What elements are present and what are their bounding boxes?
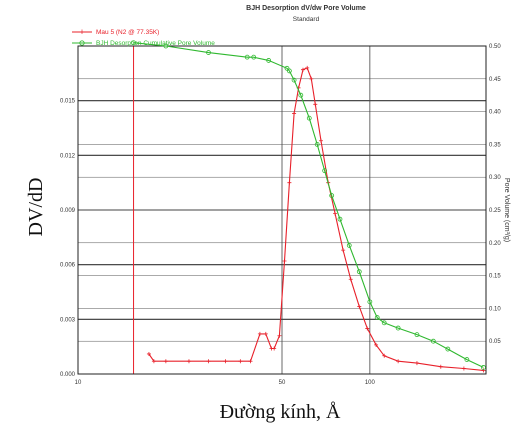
series-1-point xyxy=(337,216,343,222)
plot-frame xyxy=(77,45,487,375)
series-0-point xyxy=(305,65,310,70)
series-0-point xyxy=(365,326,370,331)
legend: + Mau 5 (N2 @ 77.35K) BJH Desorption Cum… xyxy=(72,27,215,47)
y-left-tick-label: 0.003 xyxy=(60,317,76,323)
y-left-tick-label: 0.015 xyxy=(60,99,76,105)
y-right-tick-label: 0.30 xyxy=(489,175,501,181)
series-0-point xyxy=(348,277,353,282)
series-0-point xyxy=(287,180,292,185)
series-1-point xyxy=(381,320,387,326)
series-1-point xyxy=(430,338,436,344)
series-0-point xyxy=(300,67,305,72)
series-0-point xyxy=(374,342,379,347)
y-left-tick-label: 0.012 xyxy=(60,153,76,159)
series-0-point xyxy=(146,351,151,356)
series-0-point xyxy=(277,333,282,338)
y-left-tick-label: 0.006 xyxy=(60,263,76,269)
series-1-point xyxy=(329,193,335,198)
series-0-point xyxy=(481,368,486,373)
series-line-0 xyxy=(148,67,484,371)
x-tick-label: 50 xyxy=(279,380,286,386)
series-0-point xyxy=(248,359,253,364)
series-1-point xyxy=(163,43,169,49)
series-1-point xyxy=(286,68,292,74)
series-1-point xyxy=(298,92,304,98)
series-1-point xyxy=(291,77,297,83)
series-1-point xyxy=(346,243,352,248)
series-1-point xyxy=(244,54,250,60)
series-0-point xyxy=(151,359,156,364)
series-0-point xyxy=(382,353,387,358)
series-0-point xyxy=(272,346,277,351)
series-0-point xyxy=(282,259,287,264)
series-1-point xyxy=(374,315,380,320)
series-0-point xyxy=(396,359,401,364)
series-0-point xyxy=(313,102,318,107)
series-1-point xyxy=(464,357,470,362)
y-left-tick-label: 0.000 xyxy=(60,372,76,378)
series-0-point xyxy=(318,138,323,143)
series-0-point xyxy=(357,304,362,309)
y-right-tick-label: 0.10 xyxy=(489,306,501,312)
y-right-tick-label: 0.35 xyxy=(489,142,501,148)
series-1-point xyxy=(445,346,451,352)
chart-subtitle: Standard xyxy=(293,16,320,23)
y-axis-left-label: DV/dD xyxy=(25,178,47,237)
series-0-point xyxy=(438,364,443,369)
series-0-point xyxy=(309,76,314,81)
series-layer xyxy=(131,40,486,373)
x-tick-label: 10 xyxy=(75,380,82,386)
legend-label-red: Mau 5 (N2 @ 77.35K) xyxy=(96,29,159,36)
series-0-point xyxy=(292,111,297,116)
legend-swatch-green-marker xyxy=(79,40,85,46)
series-1-point xyxy=(414,332,420,338)
y-axis-right-label: Pore Volume (cm³/g) xyxy=(503,178,510,242)
series-1-point xyxy=(356,269,362,275)
series-1-point xyxy=(314,141,320,147)
series-0-point xyxy=(461,366,466,371)
series-0-point xyxy=(238,359,243,364)
series-0-point xyxy=(206,359,211,364)
y-right-tick-label: 0.40 xyxy=(489,110,501,116)
chart-title: BJH Desorption dV/dw Pore Volume xyxy=(246,5,366,12)
series-0-point xyxy=(414,361,419,366)
series-line-1 xyxy=(133,42,484,368)
series-1-point xyxy=(481,365,486,370)
legend-swatch-red-marker: + xyxy=(79,27,84,37)
y-left-tick-label: 0.009 xyxy=(60,208,76,214)
series-1-point xyxy=(322,168,328,174)
series-0-point xyxy=(341,248,346,253)
y-right-tick-label: 0.15 xyxy=(489,274,501,280)
y-right-tick-label: 0.05 xyxy=(489,339,501,345)
series-1-point xyxy=(131,40,136,46)
series-0-point xyxy=(257,331,262,336)
series-1-point xyxy=(251,54,257,60)
y-right-tick-label: 0.45 xyxy=(489,77,501,83)
series-1-point xyxy=(206,50,211,55)
series-0-point xyxy=(333,211,338,216)
y-right-tick-label: 0.20 xyxy=(489,241,501,247)
series-0-point xyxy=(163,359,168,364)
y-right-tick-label: 0.50 xyxy=(489,44,501,50)
x-tick-label: 100 xyxy=(365,380,376,386)
legend-label-green: BJH Desorption Cumulative Pore Volume xyxy=(96,40,215,47)
y-right-tick-label: 0.25 xyxy=(489,208,501,214)
series-1-point xyxy=(266,58,272,63)
series-0-point xyxy=(263,331,268,336)
series-1-point xyxy=(367,299,373,305)
series-1-point xyxy=(395,325,401,331)
grid-layer xyxy=(78,45,486,375)
series-1-point xyxy=(284,65,290,71)
series-1-point xyxy=(306,115,312,121)
x-axis-label: Đường kính, Å xyxy=(220,401,341,423)
series-0-point xyxy=(186,359,191,364)
series-0-point xyxy=(223,359,228,364)
ticks-layer: 0.000 0.003 0.006 0.009 0.012 0.015 0.05 0.10 0.… xyxy=(60,44,501,386)
